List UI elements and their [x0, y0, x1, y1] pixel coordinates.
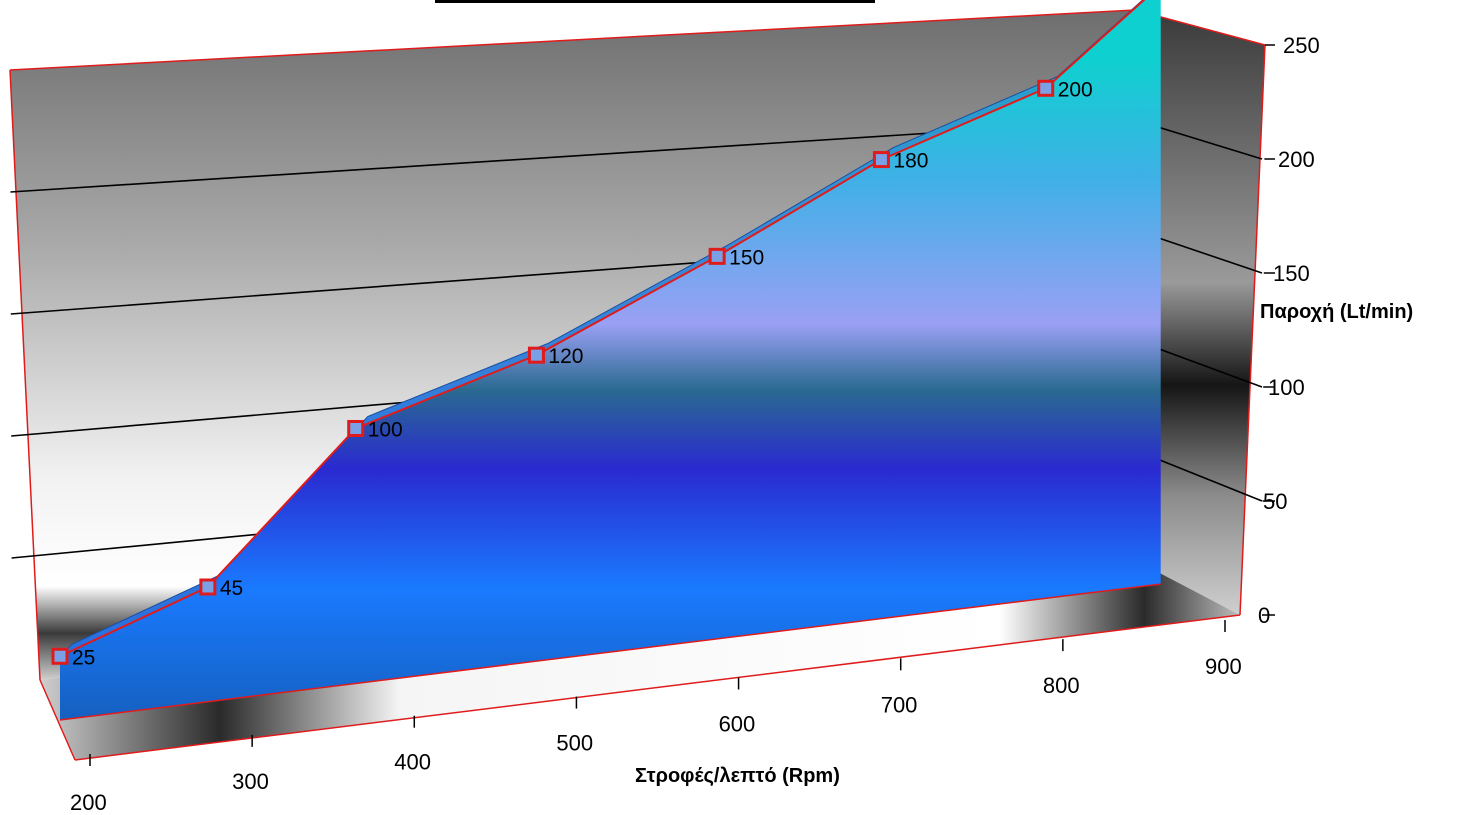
data-point-marker	[1037, 79, 1055, 97]
data-label: 120	[548, 345, 583, 368]
title-placeholder-bar	[435, 0, 875, 3]
y-tick-label: 0	[1258, 603, 1270, 628]
data-label: 180	[893, 150, 928, 173]
x-tick-label: 200	[70, 790, 107, 815]
data-label: 200	[1058, 78, 1093, 101]
data-label: 45	[220, 577, 243, 600]
x-axis-title: Στροφές/λεπτό (Rpm)	[635, 765, 840, 787]
x-tick-label: 700	[881, 692, 918, 717]
y-axis: 0 50 100 150 200 250	[1258, 33, 1320, 628]
y-tick-label: 250	[1283, 33, 1320, 58]
area-front-face	[60, 0, 1161, 720]
x-tick-label: 500	[556, 731, 593, 756]
x-tick-label: 300	[232, 769, 269, 794]
x-tick-label: 400	[394, 750, 431, 775]
data-point-marker	[708, 247, 726, 265]
data-point-marker	[199, 578, 217, 596]
x-axis: 200 300 400 500 600 700 800 900	[70, 620, 1242, 815]
x-tick-label: 600	[719, 711, 756, 736]
y-tick-label: 200	[1278, 147, 1315, 172]
area-edge-line	[59, 0, 1146, 658]
data-point-marker	[872, 151, 890, 169]
data-label: 100	[368, 418, 403, 441]
y-axis-title: Παροχή (Lt/min)	[1260, 301, 1413, 323]
data-point-marker	[347, 419, 365, 437]
y-tick-label: 100	[1268, 375, 1305, 400]
x-tick-label: 800	[1043, 673, 1080, 698]
data-point-marker	[51, 647, 69, 665]
area-baseline	[59, 583, 1161, 721]
x-tick-label: 900	[1205, 654, 1242, 679]
plot-area: 2545100120150180200235	[51, 0, 1161, 721]
data-label: 25	[72, 646, 95, 669]
data-point-marker	[527, 346, 545, 364]
y-tick-label: 150	[1273, 261, 1310, 286]
data-label: 150	[729, 246, 764, 269]
y-tick-label: 50	[1263, 489, 1287, 514]
